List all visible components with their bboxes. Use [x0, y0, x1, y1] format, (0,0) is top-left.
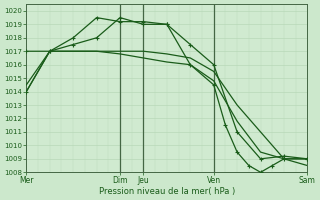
- X-axis label: Pression niveau de la mer( hPa ): Pression niveau de la mer( hPa ): [99, 187, 235, 196]
